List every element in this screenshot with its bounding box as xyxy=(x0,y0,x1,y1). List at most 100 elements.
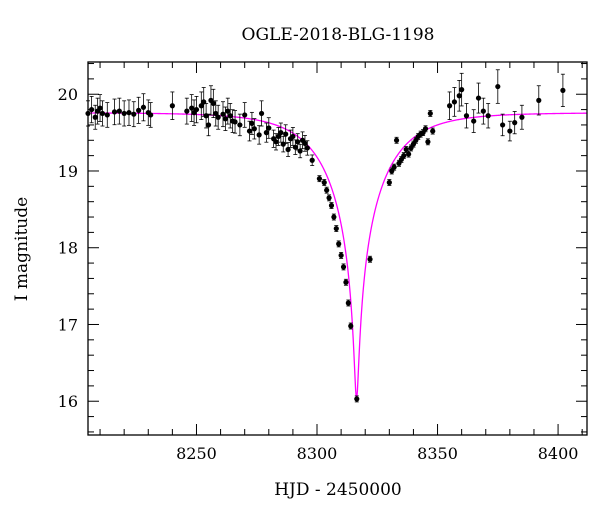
data-point xyxy=(536,85,542,116)
x-tick-label: 8400 xyxy=(538,444,579,463)
data-point xyxy=(184,97,190,125)
y-tick-label: 16 xyxy=(58,392,78,411)
point-marker xyxy=(198,103,204,109)
data-point xyxy=(285,142,291,157)
data-point xyxy=(193,95,200,124)
point-marker xyxy=(446,103,453,109)
plot-frame xyxy=(87,61,588,436)
y-tick-label: 20 xyxy=(58,85,78,104)
point-marker xyxy=(225,108,231,114)
data-point xyxy=(237,113,243,137)
point-marker xyxy=(340,264,347,270)
data-point xyxy=(140,93,147,122)
data-point xyxy=(333,225,339,232)
data-point xyxy=(208,85,214,116)
data-point xyxy=(256,125,262,145)
data-point xyxy=(220,101,226,128)
point-marker xyxy=(425,139,431,145)
data-point xyxy=(495,69,501,104)
data-point xyxy=(340,263,347,271)
point-marker xyxy=(512,120,518,126)
point-marker xyxy=(193,106,200,113)
point-marker xyxy=(292,144,298,150)
data-point xyxy=(266,117,272,139)
point-marker xyxy=(393,137,400,143)
point-marker xyxy=(389,168,395,174)
point-marker xyxy=(140,104,147,110)
point-marker xyxy=(278,130,284,136)
point-marker xyxy=(480,108,486,114)
point-marker xyxy=(345,300,351,306)
point-marker xyxy=(148,112,154,118)
point-marker xyxy=(256,132,262,138)
data-point xyxy=(271,129,277,148)
data-point xyxy=(475,82,482,114)
point-marker xyxy=(275,133,282,140)
point-marker xyxy=(169,103,175,109)
model-curve xyxy=(88,112,587,401)
data-point xyxy=(406,150,412,158)
data-point xyxy=(367,255,373,263)
data-point xyxy=(309,154,315,166)
point-marker xyxy=(336,241,342,247)
point-marker xyxy=(331,214,337,220)
axis-tick-labels: 8250 8300 8350 8400 16 17 18 19 20 xyxy=(58,85,579,463)
data-point xyxy=(427,110,433,117)
point-marker xyxy=(116,108,122,114)
data-point xyxy=(111,98,118,126)
y-tick-label: 17 xyxy=(58,315,78,334)
point-marker xyxy=(242,112,248,118)
point-marker xyxy=(283,131,289,137)
data-point xyxy=(336,240,342,248)
point-marker xyxy=(485,113,491,119)
data-point xyxy=(292,139,298,155)
point-marker xyxy=(121,110,127,117)
point-marker xyxy=(302,140,308,146)
x-tick-label: 8300 xyxy=(297,444,338,463)
data-point xyxy=(278,122,284,143)
data-point xyxy=(97,94,103,122)
data-point xyxy=(295,133,301,151)
point-marker xyxy=(220,111,226,117)
point-marker xyxy=(97,105,103,111)
data-point xyxy=(95,97,101,125)
data-point xyxy=(519,104,525,130)
data-point xyxy=(169,91,175,120)
point-marker xyxy=(215,114,221,120)
x-tick-label: 8350 xyxy=(417,444,458,463)
point-marker xyxy=(386,179,392,186)
data-point xyxy=(258,100,265,127)
y-axis-label: I magnitude xyxy=(12,197,32,301)
data-point xyxy=(249,111,255,135)
point-marker xyxy=(297,148,303,154)
point-marker xyxy=(471,118,477,124)
point-marker xyxy=(295,139,301,145)
point-marker xyxy=(321,179,327,186)
point-marker xyxy=(413,137,419,143)
data-point xyxy=(205,113,212,137)
x-tick-label: 8250 xyxy=(176,444,217,463)
point-marker xyxy=(420,130,426,136)
point-marker xyxy=(210,100,216,107)
data-point xyxy=(393,136,400,144)
data-point xyxy=(316,175,323,183)
point-marker xyxy=(507,128,513,134)
point-marker xyxy=(406,151,412,157)
data-point xyxy=(242,102,248,128)
data-point xyxy=(104,102,110,128)
data-point xyxy=(126,99,132,126)
data-point xyxy=(92,104,98,130)
point-marker xyxy=(367,256,373,262)
point-marker xyxy=(232,119,238,125)
data-point xyxy=(131,101,137,128)
data-point xyxy=(560,73,566,107)
data-point xyxy=(203,103,209,129)
data-point xyxy=(324,186,330,194)
data-point xyxy=(215,104,221,130)
data-point xyxy=(227,103,233,129)
point-marker xyxy=(560,87,566,93)
point-marker xyxy=(237,122,243,128)
data-point xyxy=(326,194,332,202)
data-point xyxy=(500,113,506,137)
